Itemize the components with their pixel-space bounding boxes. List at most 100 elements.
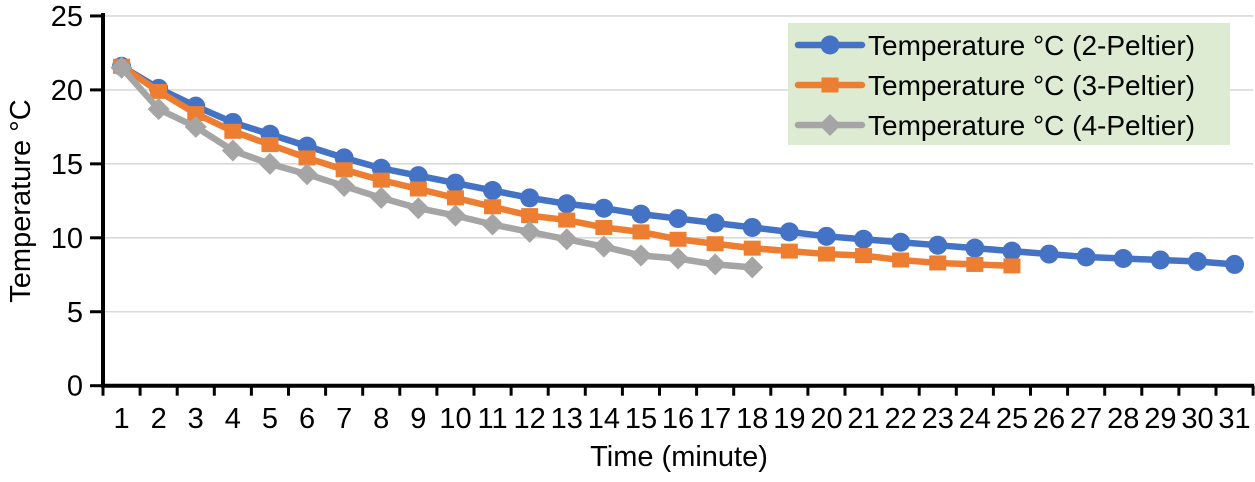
square-marker: [780, 243, 798, 259]
x-tick-label: 4: [225, 403, 241, 435]
x-tick-label: 13: [551, 403, 583, 435]
x-tick-label: 21: [847, 403, 879, 435]
square-marker: [669, 231, 687, 247]
diamond-marker: [258, 152, 281, 175]
x-tick-label: 18: [736, 403, 768, 435]
circle-marker: [1076, 247, 1096, 267]
square-marker: [298, 150, 316, 166]
x-tick-label: 5: [262, 403, 278, 435]
x-tick-label: 8: [373, 403, 389, 435]
y-tick-label: 15: [51, 149, 83, 181]
square-marker: [446, 190, 464, 206]
diamond-marker: [184, 115, 207, 138]
circle-marker: [742, 217, 762, 237]
circle-marker: [408, 166, 428, 186]
circle-marker: [1225, 254, 1245, 274]
legend-label: Temperature °C (4-Peltier): [868, 110, 1195, 141]
circle-marker: [520, 188, 540, 208]
square-marker: [817, 246, 835, 262]
x-tick-label: 22: [885, 403, 917, 435]
x-tick-label: 9: [410, 403, 426, 435]
x-tick-label: 15: [625, 403, 657, 435]
series-layer: [110, 56, 1245, 279]
diamond-marker: [481, 213, 504, 236]
square-marker: [335, 162, 353, 178]
x-axis-title: Time (minute): [590, 441, 768, 473]
x-tick-label: 23: [922, 403, 954, 435]
x-tick-label: 17: [699, 403, 731, 435]
square-marker: [224, 123, 242, 139]
diamond-marker: [147, 98, 170, 121]
x-tick-label: 29: [1144, 403, 1176, 435]
diamond-marker: [370, 186, 393, 209]
circle-marker: [1150, 250, 1170, 270]
circle-marker: [631, 204, 651, 224]
circle-marker: [816, 226, 836, 246]
x-tick-label: 2: [151, 403, 167, 435]
diamond-marker: [333, 175, 356, 198]
legend-entry: Temperature °C (4-Peltier): [794, 110, 1195, 141]
diamond-marker: [741, 256, 764, 279]
square-marker: [261, 137, 279, 153]
circle-marker: [594, 198, 614, 218]
legend-label: Temperature °C (3-Peltier): [868, 70, 1195, 101]
square-marker: [929, 255, 947, 271]
y-tick-label: 25: [51, 1, 83, 33]
x-tick-label: 28: [1107, 403, 1139, 435]
circle-marker: [705, 213, 725, 233]
diamond-marker: [296, 163, 319, 186]
diamond-marker: [555, 228, 578, 251]
circle-marker: [1039, 244, 1059, 264]
circle-marker: [1187, 251, 1207, 271]
x-tick-label: 3: [188, 403, 204, 435]
circle-marker: [820, 35, 840, 55]
square-marker: [855, 248, 873, 264]
diamond-marker: [518, 220, 541, 243]
diamond-marker: [444, 204, 467, 227]
diamond-marker: [407, 197, 430, 220]
x-tick-label: 26: [1033, 403, 1065, 435]
square-marker: [558, 212, 576, 228]
x-tick-label: 11: [477, 403, 507, 435]
x-tick-label: 31: [1218, 403, 1250, 435]
square-marker: [372, 172, 390, 188]
series-square: [113, 58, 1021, 274]
x-tick-label: 12: [514, 403, 546, 435]
y-tick-label: 20: [51, 75, 83, 107]
x-tick-label: 19: [773, 403, 805, 435]
x-tick-label: 24: [959, 403, 991, 435]
square-marker: [187, 106, 205, 122]
square-marker: [892, 252, 910, 268]
circle-marker: [965, 238, 985, 258]
diamond-marker: [629, 244, 652, 267]
circle-marker: [1002, 241, 1022, 261]
diamond-marker: [819, 114, 841, 136]
diamond-marker: [704, 253, 727, 276]
x-tick-label: 30: [1181, 403, 1213, 435]
legend-entry: Temperature °C (3-Peltier): [794, 70, 1195, 101]
circle-marker: [483, 180, 503, 200]
square-marker: [150, 83, 168, 99]
circle-marker: [891, 232, 911, 252]
x-tick-label: 1: [113, 403, 129, 435]
legend-label: Temperature °C (2-Peltier): [868, 30, 1195, 61]
x-tick-label: 20: [810, 403, 842, 435]
y-axis-title: Temperature °C: [5, 99, 37, 302]
diamond-marker: [667, 247, 690, 270]
square-marker: [595, 219, 613, 235]
square-marker: [966, 256, 984, 272]
x-tick-label: 14: [588, 403, 620, 435]
square-marker: [632, 224, 650, 240]
circle-marker: [557, 194, 577, 214]
x-tick-label: 7: [336, 403, 352, 435]
square-marker: [706, 236, 724, 252]
x-tick-label: 27: [1070, 403, 1102, 435]
axes: [90, 13, 1255, 396]
circle-marker: [1113, 249, 1133, 269]
x-tick-label: 10: [439, 403, 471, 435]
circle-marker: [668, 209, 688, 229]
diamond-marker: [110, 56, 133, 79]
x-tick-label: 16: [662, 403, 694, 435]
